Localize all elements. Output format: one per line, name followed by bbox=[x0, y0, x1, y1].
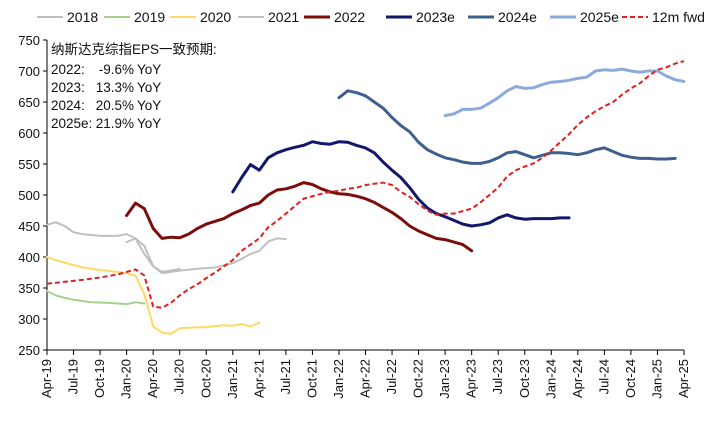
x-tick-label: Jan-20 bbox=[119, 359, 134, 399]
y-tick-label: 700 bbox=[18, 64, 40, 79]
annotation-unit: YoY bbox=[137, 116, 161, 131]
annotation-year: 2025e: bbox=[51, 116, 92, 131]
x-tick-label: Jan-22 bbox=[331, 359, 346, 399]
legend-label: 12m fwd bbox=[652, 9, 705, 25]
y-tick-label: 600 bbox=[18, 126, 40, 141]
annotation-title: 纳斯达克综指EPS一致预期: bbox=[51, 42, 217, 57]
x-tick-label: Jan-25 bbox=[649, 359, 664, 399]
x-tick-label: Oct-20 bbox=[198, 359, 213, 398]
annotation-growth: -9.6% bbox=[99, 62, 134, 77]
x-tick-label: Oct-24 bbox=[623, 359, 638, 398]
legend-label: 2020 bbox=[200, 9, 231, 25]
annotation-unit: YoY bbox=[137, 62, 161, 77]
y-axis: 250 300 350 400 450 500 550 600 650 700 750 bbox=[18, 33, 48, 358]
y-tick-label: 500 bbox=[18, 188, 40, 203]
annotation-growth: 21.9% bbox=[96, 116, 134, 131]
x-tick-label: Apr-20 bbox=[145, 359, 160, 398]
annotation-growth: 20.5% bbox=[96, 98, 134, 113]
x-tick-label: Oct-21 bbox=[304, 359, 319, 398]
annotation-year: 2022: bbox=[51, 62, 85, 77]
x-tick-label: Jul-20 bbox=[172, 359, 187, 394]
x-axis: Apr-19 Jul-19 Oct-19 Jan-20 Apr-20 Jul-20 Oct-… bbox=[39, 349, 691, 399]
x-tick-label: Oct-22 bbox=[411, 359, 426, 398]
legend: 2018 2019 2020 2021 2022 2023e 2024e 2025e 12m f… bbox=[37, 9, 705, 25]
x-tick-label: Oct-23 bbox=[517, 359, 532, 398]
x-tick-label: Apr-24 bbox=[570, 359, 585, 398]
x-tick-label: Jul-24 bbox=[596, 359, 611, 394]
x-tick-label: Jan-23 bbox=[437, 359, 452, 399]
x-tick-label: Jul-22 bbox=[384, 359, 399, 394]
legend-label: 2024e bbox=[498, 9, 537, 25]
x-tick-label: Jan-24 bbox=[543, 359, 558, 399]
legend-label: 2022 bbox=[334, 9, 365, 25]
series-line-2018 bbox=[46, 221, 181, 273]
annotation-unit: YoY bbox=[137, 98, 161, 113]
y-tick-label: 400 bbox=[18, 250, 40, 265]
legend-label: 2025e bbox=[580, 9, 619, 25]
x-tick-label: Jan-21 bbox=[225, 359, 240, 399]
x-tick-label: Apr-21 bbox=[251, 359, 266, 398]
x-tick-label: Oct-19 bbox=[92, 359, 107, 398]
legend-label: 2018 bbox=[67, 9, 98, 25]
series-layer bbox=[46, 60, 686, 335]
x-tick-label: Apr-25 bbox=[676, 359, 691, 398]
legend-label: 2019 bbox=[134, 9, 165, 25]
x-tick-label: Jul-19 bbox=[66, 359, 81, 394]
y-tick-label: 350 bbox=[18, 281, 40, 296]
legend-label: 2023e bbox=[416, 9, 455, 25]
legend-label: 2021 bbox=[268, 9, 299, 25]
series-line-2020 bbox=[46, 256, 261, 335]
y-tick-label: 250 bbox=[18, 343, 40, 358]
x-tick-label: Jul-21 bbox=[278, 359, 293, 394]
y-tick-label: 550 bbox=[18, 157, 40, 172]
x-tick-label: Apr-23 bbox=[464, 359, 479, 398]
annotation-unit: YoY bbox=[137, 80, 161, 95]
x-tick-label: Apr-19 bbox=[39, 359, 54, 398]
series-line-2023e bbox=[231, 140, 571, 228]
y-tick-label: 450 bbox=[18, 219, 40, 234]
annotation-growth: 13.3% bbox=[96, 80, 134, 95]
x-tick-label: Jul-23 bbox=[490, 359, 505, 394]
annotation-year: 2024: bbox=[51, 98, 85, 113]
series-line-2021 bbox=[125, 237, 287, 275]
x-tick-label: Apr-22 bbox=[358, 359, 373, 398]
series-line-2024e bbox=[337, 89, 677, 165]
series-line-2025e bbox=[443, 67, 686, 118]
series-line-2019 bbox=[46, 290, 146, 306]
y-tick-label: 300 bbox=[18, 312, 40, 327]
annotation-year: 2023: bbox=[51, 80, 85, 95]
y-tick-label: 750 bbox=[18, 33, 40, 48]
series-line-12m-fwd bbox=[46, 60, 685, 309]
series-line-2022 bbox=[125, 181, 474, 253]
y-tick-label: 650 bbox=[18, 95, 40, 110]
